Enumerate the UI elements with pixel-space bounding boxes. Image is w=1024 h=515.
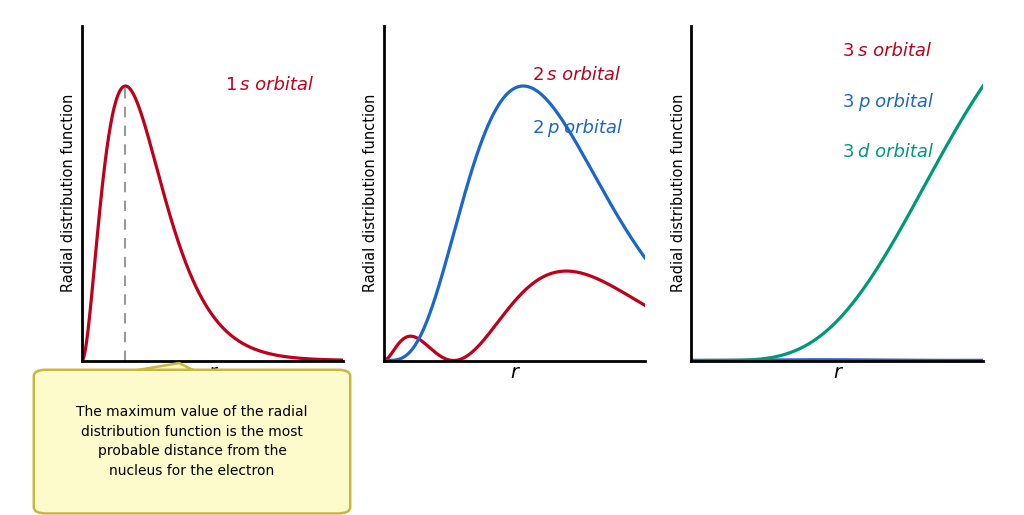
- Text: The maximum value of the radial
distribution function is the most
probable dista: The maximum value of the radial distribu…: [76, 405, 308, 478]
- Y-axis label: Radial distribution function: Radial distribution function: [671, 94, 686, 293]
- Y-axis label: Radial distribution function: Radial distribution function: [364, 94, 379, 293]
- Text: p orbital: p orbital: [547, 119, 622, 138]
- Text: s orbital: s orbital: [240, 76, 312, 94]
- Y-axis label: Radial distribution function: Radial distribution function: [61, 94, 77, 293]
- X-axis label: r: r: [209, 363, 216, 382]
- Text: p orbital: p orbital: [857, 93, 933, 111]
- X-axis label: r: r: [511, 363, 518, 382]
- Text: 3: 3: [843, 143, 854, 161]
- Text: 2: 2: [532, 66, 545, 84]
- Text: 1: 1: [225, 76, 237, 94]
- Text: 3: 3: [843, 43, 854, 60]
- Text: 2: 2: [532, 119, 545, 138]
- Text: s orbital: s orbital: [857, 43, 931, 60]
- X-axis label: r: r: [834, 363, 841, 382]
- Text: 3: 3: [843, 93, 854, 111]
- Text: s orbital: s orbital: [547, 66, 621, 84]
- Text: d orbital: d orbital: [857, 143, 933, 161]
